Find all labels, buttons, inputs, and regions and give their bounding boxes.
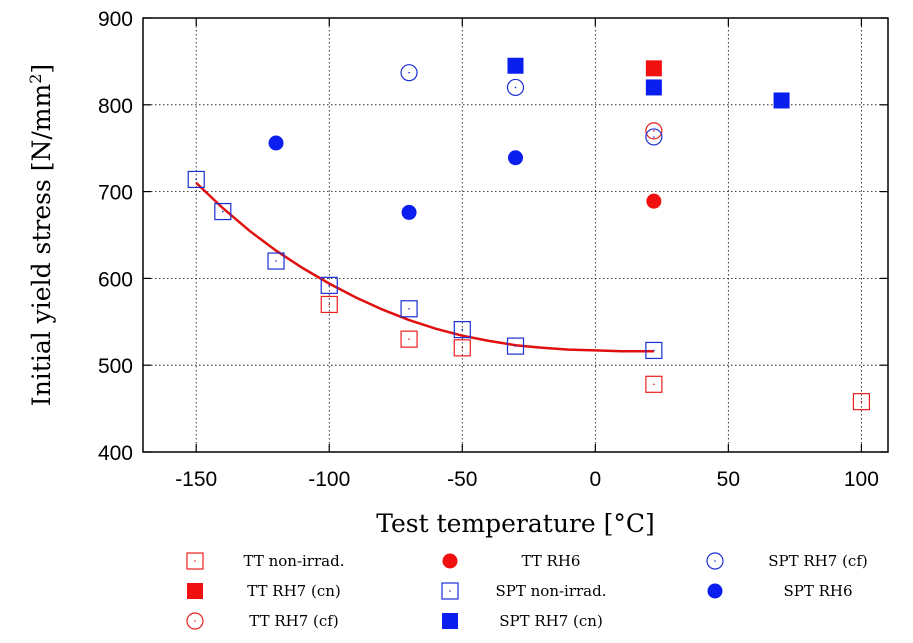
data-point xyxy=(508,150,523,166)
y-axis-title-end: ] xyxy=(27,64,56,74)
legend-label: TT RH7 (cf) xyxy=(249,612,338,630)
y-tick-label: 900 xyxy=(98,8,133,31)
data-point-center-dot xyxy=(408,71,410,74)
data-point xyxy=(646,193,662,209)
data-point-center-dot xyxy=(514,345,517,347)
data-point-center-dot xyxy=(222,210,224,213)
x-axis-title: Test temperature [°C] xyxy=(376,509,655,538)
y-tick-label: 800 xyxy=(98,95,133,118)
data-point xyxy=(852,393,870,411)
data-point xyxy=(400,300,418,318)
data-point-center-dot xyxy=(408,338,410,340)
data-point-center-dot xyxy=(328,284,331,287)
data-markers xyxy=(187,57,870,411)
data-point-center-dot xyxy=(653,349,655,352)
tick-labels: -150 -100 -50 0 50 100 400 500 600 700 800 900 xyxy=(98,8,879,491)
data-point xyxy=(267,252,285,270)
data-point xyxy=(214,202,232,221)
data-point xyxy=(645,122,663,140)
data-point xyxy=(507,57,524,74)
data-point xyxy=(187,170,205,189)
y-tick-label: 600 xyxy=(98,268,133,291)
legend-marker xyxy=(706,552,724,570)
legend-label: TT non-irrad. xyxy=(244,552,345,570)
y-tick-label: 400 xyxy=(98,442,133,465)
x-tick-label: -50 xyxy=(447,468,477,491)
data-point-center-dot xyxy=(275,260,277,262)
data-point xyxy=(401,204,417,220)
x-tick-label: 50 xyxy=(717,468,740,491)
data-point xyxy=(645,341,663,360)
legend-marker xyxy=(707,583,723,599)
legend-marker-center-dot xyxy=(194,620,196,622)
legend-label: SPT RH6 xyxy=(783,582,852,600)
data-point-center-dot xyxy=(461,328,464,331)
data-point xyxy=(453,339,471,357)
data-point xyxy=(645,79,662,96)
legend-marker xyxy=(186,612,204,630)
legend-label: SPT RH7 (cn) xyxy=(499,612,603,630)
x-tick-label: 0 xyxy=(589,468,601,491)
data-point xyxy=(773,92,790,109)
x-tick-label: -150 xyxy=(175,468,217,491)
legend-marker xyxy=(442,553,458,569)
data-point xyxy=(400,330,418,348)
data-point-center-dot xyxy=(860,400,863,403)
data-point-center-dot xyxy=(195,178,198,181)
fit-curve-layer xyxy=(195,181,654,353)
legend-marker xyxy=(441,582,459,600)
y-axis-title: Initial yield stress [N/mm2] xyxy=(26,64,57,406)
y-tick-label: 500 xyxy=(98,355,133,378)
data-point xyxy=(645,60,662,77)
data-point xyxy=(320,295,338,314)
data-point-center-dot xyxy=(514,86,517,89)
data-point xyxy=(645,375,663,393)
data-point xyxy=(268,135,284,151)
data-point xyxy=(453,321,471,339)
data-point-center-dot xyxy=(328,303,331,306)
fit-curve xyxy=(195,181,654,353)
y-tick-label: 700 xyxy=(98,182,133,205)
legend-label: SPT non-irrad. xyxy=(495,582,606,600)
data-point xyxy=(320,276,338,294)
y-axis-title-main: Initial yield stress [N/mm xyxy=(27,83,56,406)
data-point xyxy=(645,128,663,146)
legend-marker xyxy=(186,552,204,570)
data-point xyxy=(506,78,525,97)
data-point xyxy=(400,64,418,82)
legend-label: TT RH6 xyxy=(522,552,581,570)
legend-marker-center-dot xyxy=(714,560,716,562)
legend: TT non-irrad. TT RH7 (cn) TT RH7 (cf) TT RH… xyxy=(186,552,868,630)
legend-label: TT RH7 (cn) xyxy=(247,582,341,600)
data-point-center-dot xyxy=(461,347,464,349)
x-tick-label: 100 xyxy=(844,468,879,491)
y-axis-title-superscript: 2 xyxy=(26,74,45,84)
legend-marker-center-dot xyxy=(449,590,451,592)
legend-label: SPT RH7 (cf) xyxy=(768,552,868,570)
legend-marker-center-dot xyxy=(194,560,196,562)
data-point-center-dot xyxy=(653,383,655,386)
data-point-center-dot xyxy=(653,130,655,132)
plot-frame xyxy=(142,17,889,453)
data-point-center-dot xyxy=(408,307,410,310)
data-point xyxy=(506,337,525,355)
legend-marker xyxy=(187,583,203,599)
x-tick-label: -100 xyxy=(308,468,350,491)
data-point-center-dot xyxy=(653,136,655,138)
legend-marker xyxy=(442,613,458,629)
